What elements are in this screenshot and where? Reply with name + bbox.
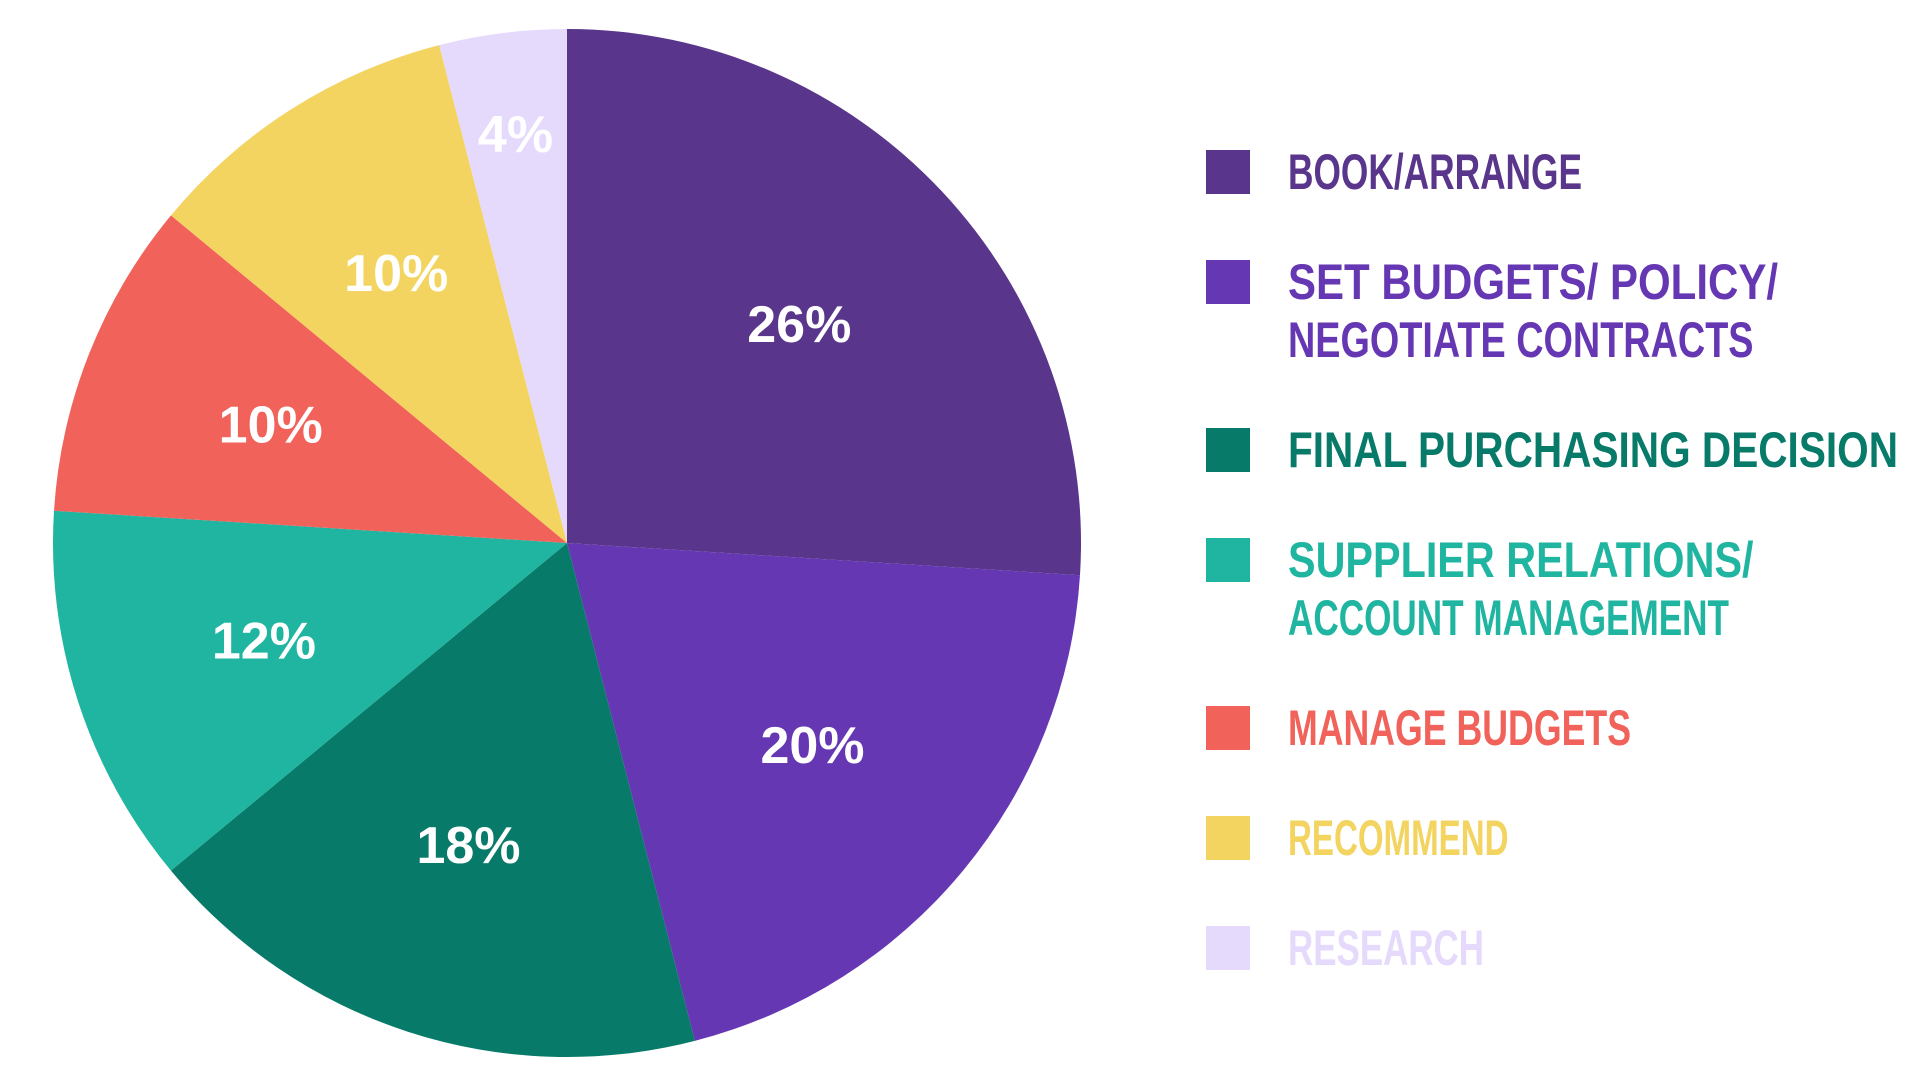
pie-slice-3 — [170, 543, 695, 1057]
slice-value-label: 10% — [344, 245, 448, 303]
pie-slice-6 — [170, 45, 567, 544]
legend-label: SUPPLIER RELATIONS/ — [1288, 532, 1754, 588]
pie-slice-1 — [567, 29, 1082, 576]
legend-swatch — [1206, 538, 1250, 582]
slice-labels: 26% 20% 18% 12% 10% 10% 4% — [212, 106, 865, 875]
legend-label: RESEARCH — [1288, 920, 1484, 976]
legend: BOOK/ARRANGE SET BUDGETS/ POLICY/NEGOTIAT… — [1206, 144, 1898, 976]
pie-slice-5 — [54, 215, 567, 544]
legend-label: NEGOTIATE CONTRACTS — [1288, 312, 1754, 368]
pie — [52, 29, 1082, 1057]
legend-swatch — [1206, 150, 1250, 194]
legend-swatch — [1206, 706, 1250, 750]
legend-swatch — [1206, 428, 1250, 472]
slice-value-label: 10% — [219, 397, 323, 455]
legend-swatch — [1206, 816, 1250, 860]
legend-swatch — [1206, 926, 1250, 970]
legend-swatch — [1206, 260, 1250, 304]
slice-value-label: 18% — [416, 817, 520, 875]
slice-value-label: 12% — [212, 613, 316, 671]
slice-value-label: 4% — [478, 106, 553, 164]
legend-label: MANAGE BUDGETS — [1288, 700, 1631, 756]
pie-slice-7 — [439, 29, 567, 543]
legend-label: BOOK/ARRANGE — [1288, 144, 1582, 200]
slice-value-label: 26% — [747, 296, 851, 354]
slice-value-label: 20% — [760, 717, 864, 775]
legend-label: SET BUDGETS/ POLICY/ — [1288, 254, 1778, 310]
legend-label: RECOMMEND — [1288, 810, 1509, 866]
pie-slice-2 — [567, 543, 1080, 1041]
legend-label: ACCOUNT MANAGEMENT — [1288, 590, 1729, 646]
legend-label: FINAL PURCHASING DECISION — [1288, 422, 1898, 478]
pie-slice-4 — [52, 510, 568, 871]
